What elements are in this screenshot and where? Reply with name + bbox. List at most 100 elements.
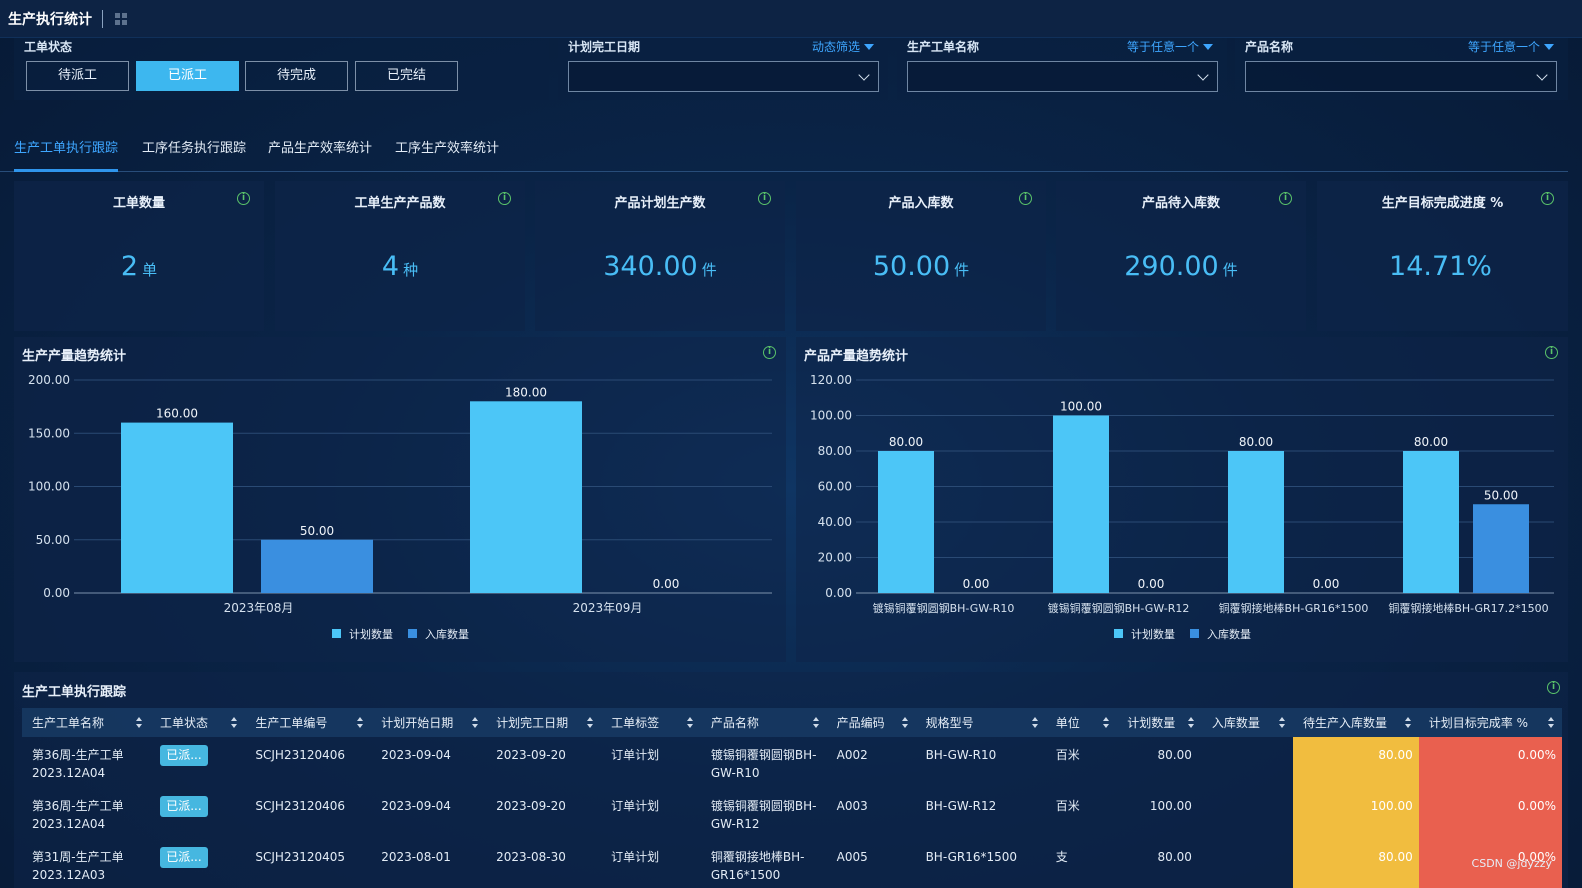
filter-bar: 工单状态 待派工 已派工 待完成 已完结 计划完工日期 动态筛选 生产工单名称 … [0, 38, 1582, 100]
sort-icon[interactable] [357, 717, 364, 728]
y-tick-label: 80.00 [818, 444, 852, 458]
column-header[interactable]: 计划数量 [1117, 708, 1202, 737]
y-tick-label: 200.00 [28, 373, 70, 387]
legend-label[interactable]: 入库数量 [425, 628, 469, 641]
column-header[interactable]: 生产工单名称 [22, 708, 150, 737]
column-header[interactable]: 计划开始日期 [371, 708, 487, 737]
table-cell: 百米 [1055, 799, 1080, 813]
table-row[interactable]: 第36周-生产工单2023.12A04 已派... SCJH23120406 2023… [22, 788, 1562, 839]
table-cell: 订单计划 [611, 748, 660, 762]
sort-icon[interactable] [1548, 717, 1554, 728]
sort-icon[interactable] [1278, 717, 1285, 728]
legend-label[interactable]: 计划数量 [349, 628, 393, 641]
status-button-closed[interactable]: 已完结 [355, 61, 458, 91]
column-header-label: 产品名称 [710, 716, 759, 730]
info-icon[interactable]: i [758, 192, 771, 205]
column-header[interactable]: 待生产入库数量 [1292, 708, 1419, 737]
sort-icon[interactable] [1187, 717, 1194, 728]
product-name-mode[interactable]: 等于任意一个 [1468, 38, 1554, 55]
status-button-pending-dispatch[interactable]: 待派工 [26, 61, 129, 91]
column-header[interactable]: 入库数量 [1201, 708, 1293, 737]
sort-icon[interactable] [587, 717, 594, 728]
bar-plan[interactable] [1053, 415, 1109, 594]
bar-plan[interactable] [878, 451, 934, 593]
table-cell: 已派... [150, 839, 245, 888]
column-header[interactable]: 产品名称 [700, 708, 827, 737]
product-trend-panel: 产品产量趋势统计 i 0.00 20.00 40.00 60.00 80.00 100.0… [796, 337, 1568, 662]
sort-icon[interactable] [472, 717, 479, 728]
sort-icon[interactable] [1031, 717, 1038, 728]
bar-plan[interactable] [1228, 451, 1284, 593]
kpi-number: 290.00 [1124, 251, 1219, 282]
x-tick-label: 镀锡铜覆钢圆钢BH-GW-R12 [1048, 601, 1190, 615]
order-name-mode[interactable]: 等于任意一个 [1127, 38, 1213, 55]
kpi-unit: 件 [1222, 261, 1238, 279]
column-header[interactable]: 生产工单编号 [245, 708, 372, 737]
info-icon[interactable]: i [237, 192, 250, 205]
table-cell: 已派... [150, 737, 245, 788]
table-row[interactable]: 第31周-生产工单2023.12A03 已派... SCJH23120405 2023… [22, 839, 1562, 888]
bar-stock[interactable] [261, 539, 373, 593]
table-cell: BH-GW-R12 [925, 799, 997, 813]
x-tick-label: 铜覆钢接地棒BH-GR17.2*1500 [1388, 601, 1548, 615]
data-label: 80.00 [1239, 435, 1273, 449]
info-icon[interactable]: i [1541, 192, 1554, 205]
kpi-unit: 件 [701, 261, 717, 279]
column-header-label: 计划数量 [1127, 716, 1176, 730]
status-button-dispatched[interactable]: 已派工 [136, 61, 239, 91]
column-header-label: 单位 [1055, 716, 1080, 730]
sort-icon[interactable] [901, 717, 908, 728]
chart-title: 生产产量趋势统计 [22, 349, 127, 364]
column-header[interactable]: 计划完工日期 [486, 708, 602, 737]
table-cell: 80.00 [1292, 737, 1419, 788]
kpi-card-target-progress: 生产目标完成进度 % i 14.71% [1317, 181, 1568, 331]
grid-menu-icon[interactable] [115, 12, 127, 25]
column-header[interactable]: 工单状态 [149, 708, 246, 737]
sort-icon[interactable] [231, 717, 238, 728]
table-cell: SCJH23120406 [255, 799, 346, 813]
column-header[interactable]: 工单标签 [601, 708, 701, 737]
sort-icon[interactable] [686, 717, 693, 728]
bar-plan[interactable] [1403, 451, 1459, 593]
status-button-pending-complete[interactable]: 待完成 [245, 61, 348, 91]
table-cell: 已派... [150, 788, 245, 839]
sort-icon[interactable] [1404, 717, 1411, 728]
info-icon[interactable]: i [498, 192, 511, 205]
bar-stock[interactable] [1473, 504, 1529, 593]
column-header[interactable]: 计划目标完成率 % [1418, 708, 1562, 737]
info-icon[interactable]: i [1279, 192, 1292, 205]
plan-end-date-select[interactable] [568, 61, 879, 92]
plan-end-date-mode-text: 动态筛选 [811, 40, 860, 54]
tab-order-tracking[interactable]: 生产工单执行跟踪 [14, 140, 119, 172]
column-header[interactable]: 产品编码 [826, 708, 916, 737]
tab-process-task-tracking[interactable]: 工序任务执行跟踪 [142, 141, 247, 156]
tab-process-efficiency[interactable]: 工序生产效率统计 [395, 141, 500, 156]
info-icon[interactable]: i [1547, 681, 1560, 694]
column-header-label: 工单状态 [159, 716, 208, 730]
product-name-select[interactable] [1245, 61, 1557, 92]
y-tick-label: 60.00 [818, 480, 852, 494]
info-icon[interactable]: i [763, 346, 776, 359]
data-label: 100.00 [1060, 400, 1102, 414]
tab-product-efficiency[interactable]: 产品生产效率统计 [268, 141, 373, 156]
order-name-mode-text: 等于任意一个 [1126, 40, 1199, 54]
order-name-select[interactable] [907, 61, 1218, 92]
column-header-label: 计划目标完成率 % [1428, 716, 1528, 730]
bar-plan[interactable] [121, 422, 233, 593]
legend-label[interactable]: 计划数量 [1131, 628, 1175, 641]
info-icon[interactable]: i [1545, 346, 1558, 359]
sort-icon[interactable] [135, 717, 142, 728]
bar-plan[interactable] [470, 401, 582, 593]
column-header[interactable]: 单位 [1045, 708, 1118, 737]
sort-icon[interactable] [812, 717, 819, 728]
table-cell: 订单计划 [611, 799, 660, 813]
column-header[interactable]: 规格型号 [915, 708, 1046, 737]
legend-label[interactable]: 入库数量 [1207, 628, 1251, 641]
table-cell: 第36周-生产工单2023.12A04 [32, 799, 124, 831]
plan-end-date-mode[interactable]: 动态筛选 [812, 38, 874, 55]
table-row[interactable]: 第36周-生产工单2023.12A04 已派... SCJH23120406 2023… [22, 737, 1562, 788]
sort-icon[interactable] [1103, 717, 1110, 728]
info-icon[interactable]: i [1019, 192, 1032, 205]
kpi-value: 50.00 件 [796, 251, 1046, 282]
legend-swatch [332, 629, 341, 638]
